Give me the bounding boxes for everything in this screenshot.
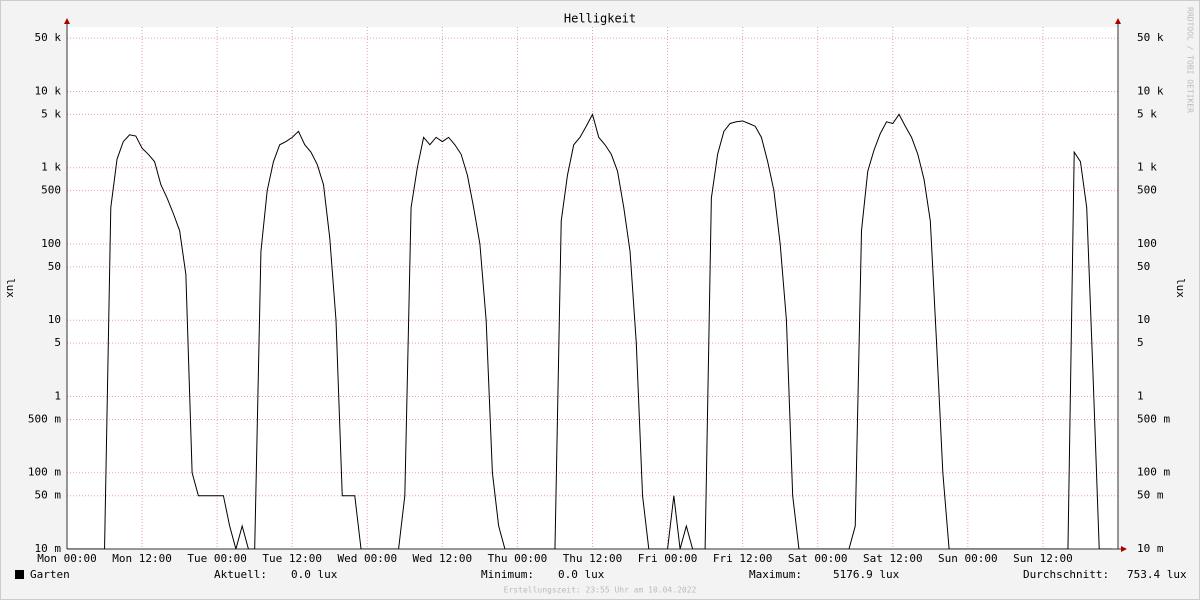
y-tick-label: 10: [48, 313, 61, 326]
legend-stat-value: 0.0 lux: [558, 568, 605, 581]
y2-tick-label: 1 k: [1137, 161, 1157, 174]
x-tick-label: Wed 12:00: [413, 552, 473, 565]
x-tick-label: Thu 12:00: [563, 552, 623, 565]
x-tick-label: Fri 12:00: [713, 552, 773, 565]
x-tick-label: Tue 00:00: [187, 552, 247, 565]
legend-stat-value: 0.0 lux: [291, 568, 338, 581]
legend-stat-label: Durchschnitt:: [1023, 568, 1109, 581]
legend-stat-label: Minimum:: [481, 568, 534, 581]
x-tick-label: Tue 12:00: [262, 552, 322, 565]
x-tick-label: Sat 00:00: [788, 552, 848, 565]
x-tick-label: Fri 00:00: [638, 552, 698, 565]
y2-tick-label: 50 m: [1137, 489, 1164, 502]
y2-tick-label: 5: [1137, 336, 1144, 349]
chart-title: Helligkeit: [564, 12, 636, 26]
y-tick-label: 100 m: [28, 466, 61, 479]
y2-tick-label: 500: [1137, 184, 1157, 197]
y-tick-label: 10 k: [35, 84, 62, 97]
footer: Erstellungszeit: 23:55 Uhr am 10.04.2022: [504, 586, 697, 595]
y2-tick-label: 5 k: [1137, 107, 1157, 120]
axis-arrow: [1115, 18, 1121, 24]
x-tick-label: Mon 12:00: [112, 552, 172, 565]
x-tick-label: Thu 00:00: [488, 552, 548, 565]
x-tick-label: Sun 00:00: [938, 552, 998, 565]
x-tick-label: Wed 00:00: [337, 552, 397, 565]
y2-tick-label: 10 k: [1137, 84, 1164, 97]
x-tick-label: Mon 00:00: [37, 552, 97, 565]
y2-tick-label: 10 m: [1137, 542, 1164, 555]
legend-stat-label: Maximum:: [749, 568, 802, 581]
y-tick-label: 50 m: [35, 489, 62, 502]
x-tick-label: Sun 12:00: [1013, 552, 1073, 565]
legend-label: Garten: [30, 568, 70, 581]
axis-arrow: [1121, 546, 1127, 552]
y-tick-label: 500: [41, 184, 61, 197]
y2-tick-label: 1: [1137, 389, 1144, 402]
y2-tick-label: 100 m: [1137, 466, 1170, 479]
y-tick-label: 100: [41, 237, 61, 250]
y-axis-label: lux: [4, 278, 17, 298]
side-label: RRDTOOL / TOBI OETIKER: [1186, 7, 1195, 113]
y2-tick-label: 50: [1137, 260, 1150, 273]
y-tick-label: 5: [54, 336, 61, 349]
y2-tick-label: 10: [1137, 313, 1150, 326]
y-tick-label: 10 m: [35, 542, 62, 555]
y2-tick-label: 50 k: [1137, 31, 1164, 44]
y-tick-label: 1 k: [41, 161, 61, 174]
legend-stat-value: 5176.9 lux: [833, 568, 900, 581]
x-tick-label: Sat 12:00: [863, 552, 923, 565]
legend-stat-value: 753.4 lux: [1127, 568, 1187, 581]
data-line: [67, 113, 1112, 549]
y-tick-label: 1: [54, 389, 61, 402]
axis-arrow: [64, 18, 70, 24]
legend-stat-label: Aktuell:: [214, 568, 267, 581]
legend-swatch: [15, 570, 24, 579]
y2-axis-label: lux: [1174, 278, 1187, 298]
y2-tick-label: 500 m: [1137, 412, 1170, 425]
y-tick-label: 50 k: [35, 31, 62, 44]
y2-tick-label: 100: [1137, 237, 1157, 250]
y-tick-label: 500 m: [28, 412, 61, 425]
y-tick-label: 5 k: [41, 107, 61, 120]
y-tick-label: 50: [48, 260, 61, 273]
